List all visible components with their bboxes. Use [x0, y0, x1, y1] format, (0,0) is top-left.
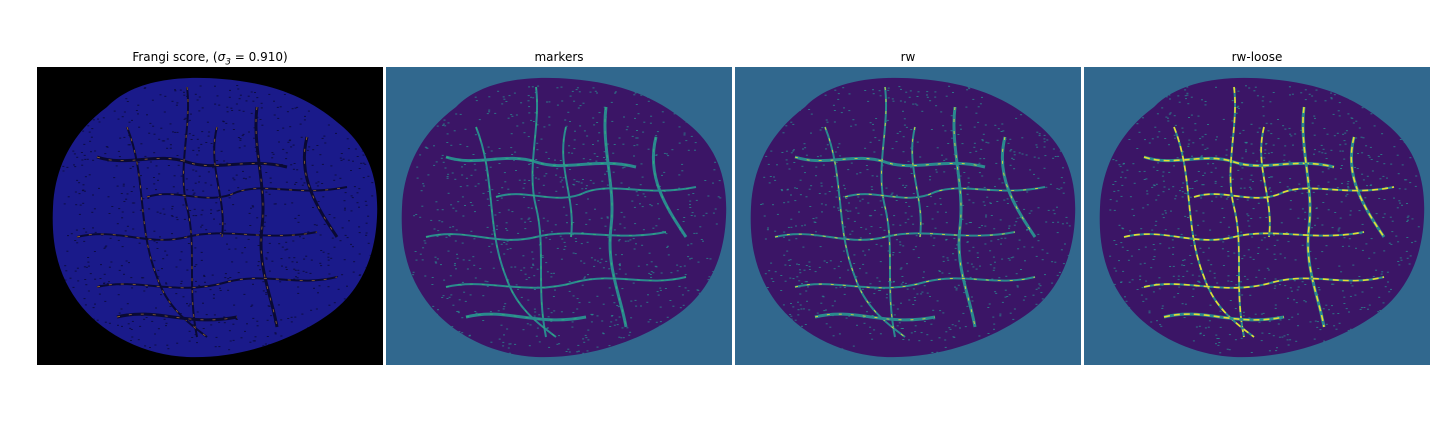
- panel-rw: rw: [735, 48, 1081, 366]
- vessel-highlight: [126, 126, 208, 338]
- vessel-highlight: [96, 156, 288, 168]
- title-suffix: = 0.910): [230, 50, 288, 64]
- vessel-highlight: [1123, 231, 1365, 241]
- vessel-highlight: [1173, 126, 1255, 338]
- title-prefix: Frangi score, (: [132, 50, 218, 64]
- image-rw-loose: [1084, 67, 1430, 365]
- vessel-highlight: [824, 126, 906, 338]
- vessel-highlight: [303, 136, 338, 238]
- vessel-highlight: [1229, 86, 1245, 338]
- vessels: [1123, 86, 1395, 338]
- panel-title-rw: rw: [900, 50, 916, 64]
- panel-markers: markers: [386, 48, 732, 366]
- image-markers: [386, 67, 732, 365]
- vessel-highlight: [911, 126, 922, 238]
- vessel-highlight: [1193, 186, 1395, 199]
- title-sigma: σ: [217, 50, 226, 64]
- image-canvas: [37, 67, 383, 365]
- title-sub: 3: [225, 57, 231, 68]
- vessel-highlight: [116, 313, 238, 321]
- panel-title-markers: markers: [534, 50, 584, 64]
- vessel-highlight: [96, 276, 338, 289]
- vessel-highlight: [183, 86, 198, 338]
- vessel-highlight: [76, 231, 318, 241]
- vessel-highlight: [881, 86, 896, 338]
- vessel-highlight: [794, 276, 1036, 289]
- panel-rw-loose: rw-loose: [1084, 48, 1430, 366]
- vessel-highlight: [562, 126, 573, 238]
- vessel: [495, 186, 697, 199]
- vessel-highlight: [1302, 106, 1325, 328]
- vessel-highlight: [532, 86, 547, 338]
- vessel-highlight: [794, 156, 986, 168]
- vessel-highlight: [953, 106, 976, 328]
- vessel-highlight: [1143, 276, 1385, 289]
- vessel-highlight: [774, 231, 1016, 241]
- vessel-highlight: [445, 156, 637, 168]
- vessel-highlight: [425, 231, 667, 241]
- image-canvas: [1084, 67, 1430, 365]
- image-frangi: [37, 67, 383, 365]
- vessel-highlight: [814, 313, 936, 321]
- vessel-highlight: [445, 276, 687, 289]
- vessels: [774, 86, 1046, 338]
- image-canvas: [386, 67, 732, 365]
- vessel-highlight: [255, 106, 278, 328]
- image-rw: [735, 67, 1081, 365]
- panel-title-rw-loose: rw-loose: [1231, 50, 1283, 64]
- vessel-highlight: [465, 313, 587, 321]
- vessel-highlight: [475, 126, 557, 338]
- vessel-highlight: [1260, 126, 1271, 238]
- vessel: [844, 186, 1046, 199]
- vessels: [76, 86, 348, 338]
- panel-title-frangi: Frangi score, (σ3 = 0.910): [37, 48, 383, 71]
- vessels: [425, 86, 697, 338]
- panel-frangi-score: Frangi score, (σ3 = 0.910): [37, 48, 383, 366]
- vessel-highlight: [213, 126, 224, 238]
- image-canvas: [735, 67, 1081, 365]
- vessel-highlight: [1163, 313, 1285, 321]
- vessel-highlight: [1001, 136, 1036, 238]
- vessel-highlight: [1143, 156, 1335, 168]
- vessel: [146, 186, 348, 199]
- vessel-highlight: [652, 136, 687, 238]
- vessel-highlight: [604, 106, 627, 328]
